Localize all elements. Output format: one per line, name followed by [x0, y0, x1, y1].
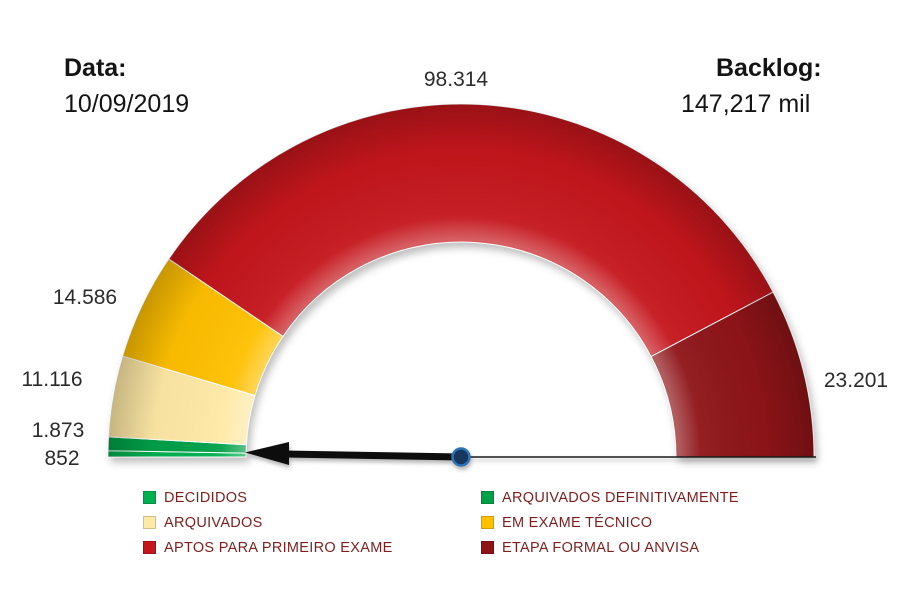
- segment-value-arquivados-definitivamente: 1.873: [31, 419, 85, 442]
- legend-label-decididos: DECIDIDOS: [164, 489, 248, 506]
- chart-legend: DECIDIDOS ARQUIVADOS DEFINITIVAMENTE ARQ…: [143, 487, 900, 558]
- legend-label-arquivados: ARQUIVADOS: [164, 514, 263, 531]
- segment-value-decididos: 852: [44, 447, 80, 470]
- legend-swatch-arquivados: [143, 516, 156, 529]
- legend-item-arquivados-definitivamente: ARQUIVADOS DEFINITIVAMENTE: [481, 487, 900, 508]
- legend-label-arquivados-definitivamente: ARQUIVADOS DEFINITIVAMENTE: [502, 489, 739, 506]
- gauge-segments: [107, 103, 815, 458]
- needle-arrowhead: [245, 442, 289, 465]
- legend-swatch-arquivados-definitivamente: [481, 491, 494, 504]
- date-label: Data:: [64, 54, 127, 82]
- legend-swatch-decididos: [143, 491, 156, 504]
- segment-value-aptos-para-primeiro-exame: 98.314: [423, 68, 489, 91]
- legend-item-aptos-para-primeiro-exame: APTOS PARA PRIMEIRO EXAME: [143, 537, 481, 558]
- legend-label-etapa-formal-ou-anvisa: ETAPA FORMAL OU ANVISA: [502, 539, 700, 556]
- legend-swatch-aptos-para-primeiro-exame: [143, 541, 156, 554]
- legend-item-em-exame-tecnico: EM EXAME TÉCNICO: [481, 512, 900, 533]
- segment-value-em-exame-tecnico: 14.586: [52, 286, 118, 309]
- gauge-needle: [245, 442, 816, 467]
- legend-item-decididos: DECIDIDOS: [143, 487, 481, 508]
- legend-label-em-exame-tecnico: EM EXAME TÉCNICO: [502, 514, 653, 531]
- legend-item-arquivados: ARQUIVADOS: [143, 512, 481, 533]
- gauge-segment-aptos-para-primeiro-exame: [168, 103, 774, 358]
- legend-label-aptos-para-primeiro-exame: APTOS PARA PRIMEIRO EXAME: [164, 539, 393, 556]
- backlog-label: Backlog:: [716, 54, 822, 82]
- segment-value-arquivados: 11.116: [21, 368, 83, 391]
- needle-shaft: [283, 450, 462, 461]
- legend-item-etapa-formal-ou-anvisa: ETAPA FORMAL OU ANVISA: [481, 537, 900, 558]
- needle-pivot: [451, 447, 471, 467]
- legend-swatch-etapa-formal-ou-anvisa: [481, 541, 494, 554]
- segment-value-etapa-formal-ou-anvisa: 23.201: [823, 369, 889, 392]
- legend-swatch-em-exame-tecnico: [481, 516, 494, 529]
